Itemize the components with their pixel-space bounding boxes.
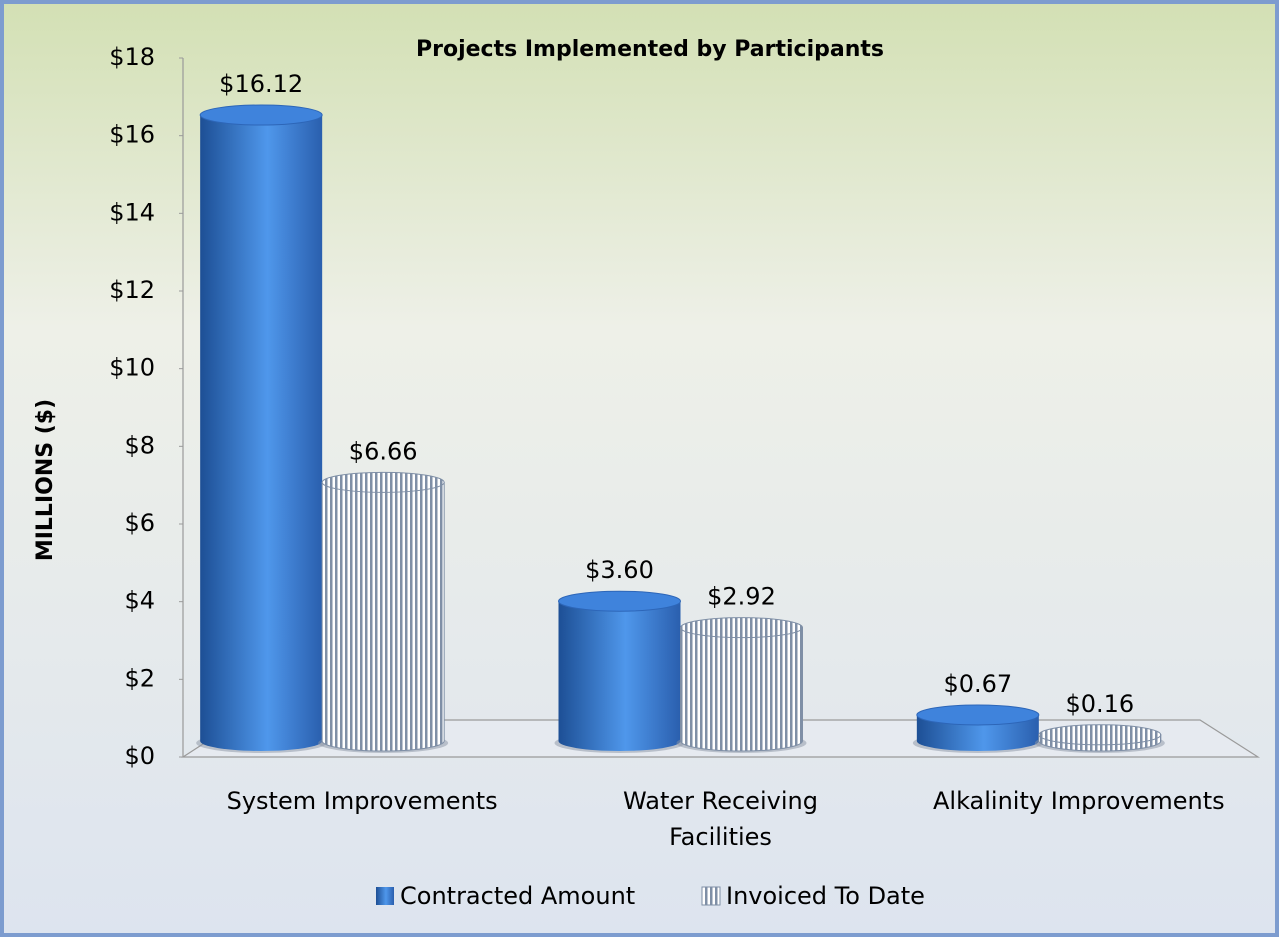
y-axis-label: MILLIONS ($): [33, 399, 58, 561]
bar-top: [916, 704, 1040, 726]
bar: [321, 481, 445, 752]
x-tick-label: Alkalinity Improvements: [932, 787, 1225, 815]
y-tick-label: $0: [124, 742, 155, 770]
x-tick-label: System Improvements: [226, 787, 498, 815]
legend: Contracted Amount Invoiced To Date: [376, 882, 925, 910]
legend-swatch: [376, 887, 394, 905]
bar-top: [1038, 724, 1162, 746]
chart-title: Projects Implemented by Participants: [416, 37, 884, 62]
y-tick-label: $12: [109, 276, 155, 304]
bar-top: [199, 104, 323, 126]
bar: [680, 627, 803, 752]
y-tick-label: $16: [109, 121, 155, 149]
data-label: $0.67: [943, 670, 1012, 698]
data-label: $2.92: [707, 583, 776, 611]
y-tick-label: $2: [124, 664, 155, 692]
y-tick-label: $4: [124, 587, 155, 615]
legend-swatch: [701, 886, 721, 906]
data-label: $16.12: [219, 70, 303, 98]
bar-top: [321, 471, 445, 493]
legend-label: Invoiced To Date: [726, 882, 925, 910]
y-tick-label: $8: [124, 431, 155, 459]
bar: [558, 601, 681, 751]
y-tick-label: $10: [109, 354, 155, 382]
bar-top: [558, 590, 681, 612]
y-tick-label: $14: [109, 198, 155, 226]
data-label: $3.60: [585, 556, 654, 584]
bar: [200, 115, 323, 751]
bar-top: [680, 617, 803, 639]
data-label: $6.66: [349, 437, 418, 465]
x-tick-label: Water Receiving Facilities: [623, 787, 818, 851]
data-label: $0.16: [1065, 690, 1134, 718]
legend-label: Contracted Amount: [400, 882, 635, 910]
y-tick-label: $18: [109, 43, 155, 71]
y-tick-label: $6: [124, 509, 155, 537]
